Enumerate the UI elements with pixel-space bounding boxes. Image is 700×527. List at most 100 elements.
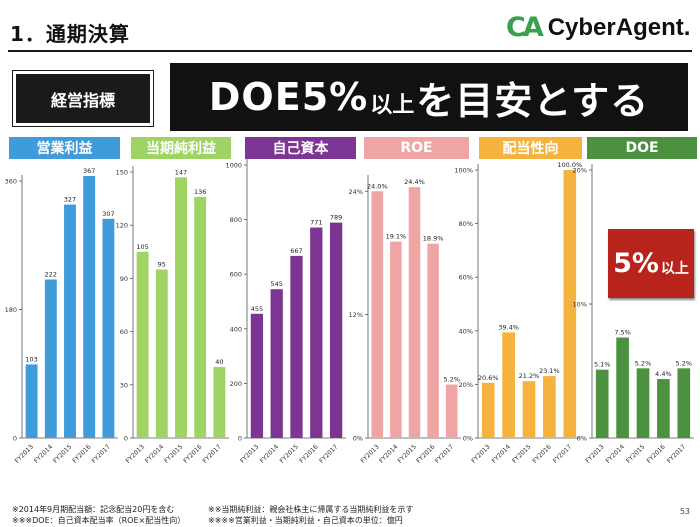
y-tick-label-2-0: 0 [238,435,242,443]
data-label-4-2: 21.2% [519,372,540,380]
bar-0-4 [102,218,115,438]
logo-mark-icon: CA [506,12,544,43]
data-label-2-2: 667 [290,247,302,255]
bar-2-3 [310,227,323,438]
data-label-3-0: 24.0% [367,182,388,190]
bar-3-3 [427,243,439,438]
headline-banner: DOE5% 以上 を目安とする [170,63,688,131]
y-tick-label-0-0: 0 [13,435,17,443]
y-tick-label-1-3: 90 [120,275,128,283]
y-tick-label-5-2: 20% [573,167,587,175]
data-label-5-0: 5.1% [594,361,611,369]
page-number: 53 [679,507,690,516]
bar-1-2 [175,177,187,438]
y-tick-label-1-0: 0 [124,435,128,443]
bar-3-4 [445,384,458,438]
bar-1-3 [194,196,207,438]
bar-1-1 [155,269,168,438]
y-tick-label-1-4: 120 [116,222,128,230]
bar-3-0 [371,191,384,438]
category-label-5-2: FY2015 [625,443,646,464]
bar-2-0 [250,313,264,438]
category-label-5-3: FY2016 [646,443,667,464]
category-label-3-2: FY2015 [397,443,418,464]
doe-badge-main: 5% [613,248,659,279]
category-label-0-2: FY2015 [52,443,73,464]
data-label-1-2: 147 [175,168,187,176]
data-label-0-1: 222 [45,271,57,279]
data-label-5-2: 5.2% [635,359,652,367]
y-tick-label-2-1: 200 [230,380,242,388]
bar-5-0 [595,369,609,438]
y-tick-label-2-5: 1000 [225,162,242,170]
doe-target-badge: 5% 以上 [608,229,694,298]
panel-header-doe: DOE [587,137,697,159]
data-label-3-4: 5.2% [443,376,460,384]
category-label-4-3: FY2016 [532,443,553,464]
bar-0-0 [25,364,38,438]
panel-header-equity: 自己資本 [245,137,356,159]
data-label-0-4: 307 [102,210,114,218]
y-tick-label-3-2: 24% [349,188,363,196]
y-tick-label-2-2: 400 [230,325,242,333]
data-label-1-4: 40 [215,358,223,366]
data-label-4-1: 39.4% [498,323,519,331]
panel-header-payout-ratio: 配当性向 [479,137,582,159]
footnote-left-1: ※2014年9月期配当額：記念配当20円を含む [12,505,175,514]
bar-5-1 [616,337,629,438]
y-tick-label-3-0: 0% [353,435,363,443]
data-label-3-3: 18.9% [423,235,444,243]
y-tick-label-4-4: 80% [459,220,473,228]
category-label-1-4: FY2017 [202,443,223,464]
data-label-4-4: 100.0% [557,161,582,169]
data-label-5-4: 5.2% [676,359,693,367]
bar-5-4 [677,368,691,438]
panel-header-roe: ROE [364,137,469,159]
bar-4-4 [563,170,577,438]
bar-4-2 [522,381,536,438]
category-label-3-0: FY2013 [359,443,380,464]
bar-2-2 [290,255,303,438]
panel-header-net-profit: 当期純利益 [131,137,231,159]
category-label-3-3: FY2016 [415,443,436,464]
y-tick-label-2-3: 600 [230,271,242,279]
data-label-2-0: 455 [251,305,263,313]
category-label-5-4: FY2017 [666,443,687,464]
y-tick-label-1-2: 60 [120,328,128,336]
category-label-1-0: FY2013 [125,443,146,464]
category-label-2-2: FY2015 [279,443,300,464]
data-label-2-4: 789 [330,214,342,222]
data-label-5-1: 7.5% [614,329,631,337]
bar-0-3 [83,176,96,438]
policy-label: 経営指標 [12,70,154,127]
headline-part1: DOE5% [208,75,369,119]
data-label-5-3: 4.4% [655,370,672,378]
data-label-2-3: 771 [310,219,322,227]
category-label-2-3: FY2016 [298,443,319,464]
bar-2-1 [270,289,283,438]
y-tick-label-2-4: 800 [230,216,242,224]
data-label-1-1: 95 [158,261,166,269]
data-label-2-1: 545 [270,280,282,288]
data-label-1-3: 136 [194,188,206,196]
category-label-4-4: FY2017 [552,443,573,464]
company-logo: CA CyberAgent. [506,12,690,43]
y-tick-label-1-5: 150 [116,169,128,177]
footnote-right-2: ※※※※営業利益・当期純利益・自己資本の単位：億円 [208,516,403,525]
data-label-3-1: 19.1% [386,233,407,241]
bar-1-4 [213,367,226,438]
data-label-4-3: 23.1% [539,367,560,375]
y-tick-label-4-1: 20% [459,381,473,389]
category-label-0-3: FY2016 [71,443,92,464]
category-label-4-0: FY2013 [470,443,491,464]
data-label-4-0: 20.6% [478,374,499,382]
category-label-0-4: FY2017 [91,443,112,464]
bar-4-1 [502,332,515,438]
bar-5-2 [636,368,650,438]
category-label-1-3: FY2016 [182,443,203,464]
y-tick-label-4-0: 0% [463,435,473,443]
category-label-2-1: FY2014 [259,443,280,464]
headline-part2: 以上 [370,93,415,118]
category-label-0-1: FY2014 [33,443,54,464]
title-underline [8,50,692,52]
